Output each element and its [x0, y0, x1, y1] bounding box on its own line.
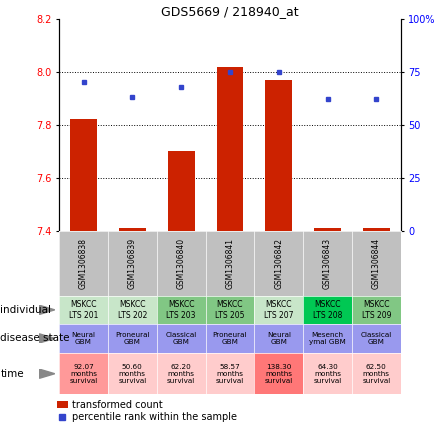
Text: MSKCC
LTS 208: MSKCC LTS 208 [313, 300, 342, 319]
Text: Mesench
ymal GBM: Mesench ymal GBM [309, 332, 346, 345]
Text: GSM1306842: GSM1306842 [274, 238, 283, 289]
Text: 62.50
months
survival: 62.50 months survival [362, 364, 391, 384]
Bar [119, 228, 146, 231]
Text: time: time [0, 369, 24, 379]
Bar [265, 80, 292, 231]
Text: Classical
GBM: Classical GBM [166, 332, 197, 345]
Polygon shape [39, 305, 55, 314]
Text: 62.20
months
survival: 62.20 months survival [167, 364, 195, 384]
Text: 50.60
months
survival: 50.60 months survival [118, 364, 146, 384]
Text: Neural
GBM: Neural GBM [267, 332, 291, 345]
Bar [168, 151, 194, 231]
Text: MSKCC
LTS 202: MSKCC LTS 202 [118, 300, 147, 319]
Title: GDS5669 / 218940_at: GDS5669 / 218940_at [161, 5, 299, 18]
Text: GSM1306839: GSM1306839 [128, 238, 137, 289]
Bar [70, 119, 97, 231]
Text: Classical
GBM: Classical GBM [361, 332, 392, 345]
Text: 64.30
months
survival: 64.30 months survival [314, 364, 342, 384]
Text: 58.57
months
survival: 58.57 months survival [216, 364, 244, 384]
Text: MSKCC
LTS 209: MSKCC LTS 209 [362, 300, 391, 319]
Text: GSM1306844: GSM1306844 [372, 238, 381, 289]
Bar [314, 228, 341, 231]
Text: MSKCC
LTS 201: MSKCC LTS 201 [69, 300, 98, 319]
Bar [363, 228, 390, 231]
Text: disease state: disease state [0, 333, 70, 343]
Text: GSM1306843: GSM1306843 [323, 238, 332, 289]
Text: GSM1306840: GSM1306840 [177, 238, 186, 289]
Text: percentile rank within the sample: percentile rank within the sample [72, 412, 237, 422]
Text: Proneural
GBM: Proneural GBM [213, 332, 247, 345]
Text: Proneural
GBM: Proneural GBM [115, 332, 150, 345]
Text: Neural
GBM: Neural GBM [71, 332, 95, 345]
Text: transformed count: transformed count [72, 400, 163, 409]
Bar [216, 67, 244, 231]
Text: MSKCC
LTS 205: MSKCC LTS 205 [215, 300, 245, 319]
Text: MSKCC
LTS 207: MSKCC LTS 207 [264, 300, 293, 319]
Text: MSKCC
LTS 203: MSKCC LTS 203 [166, 300, 196, 319]
Text: 138.30
months
survival: 138.30 months survival [265, 364, 293, 384]
Bar [57, 401, 68, 408]
Text: GSM1306841: GSM1306841 [226, 238, 234, 289]
Polygon shape [39, 334, 55, 343]
Text: GSM1306838: GSM1306838 [79, 238, 88, 289]
Polygon shape [39, 369, 55, 378]
Text: individual: individual [0, 305, 51, 315]
Text: 92.07
months
survival: 92.07 months survival [69, 364, 98, 384]
